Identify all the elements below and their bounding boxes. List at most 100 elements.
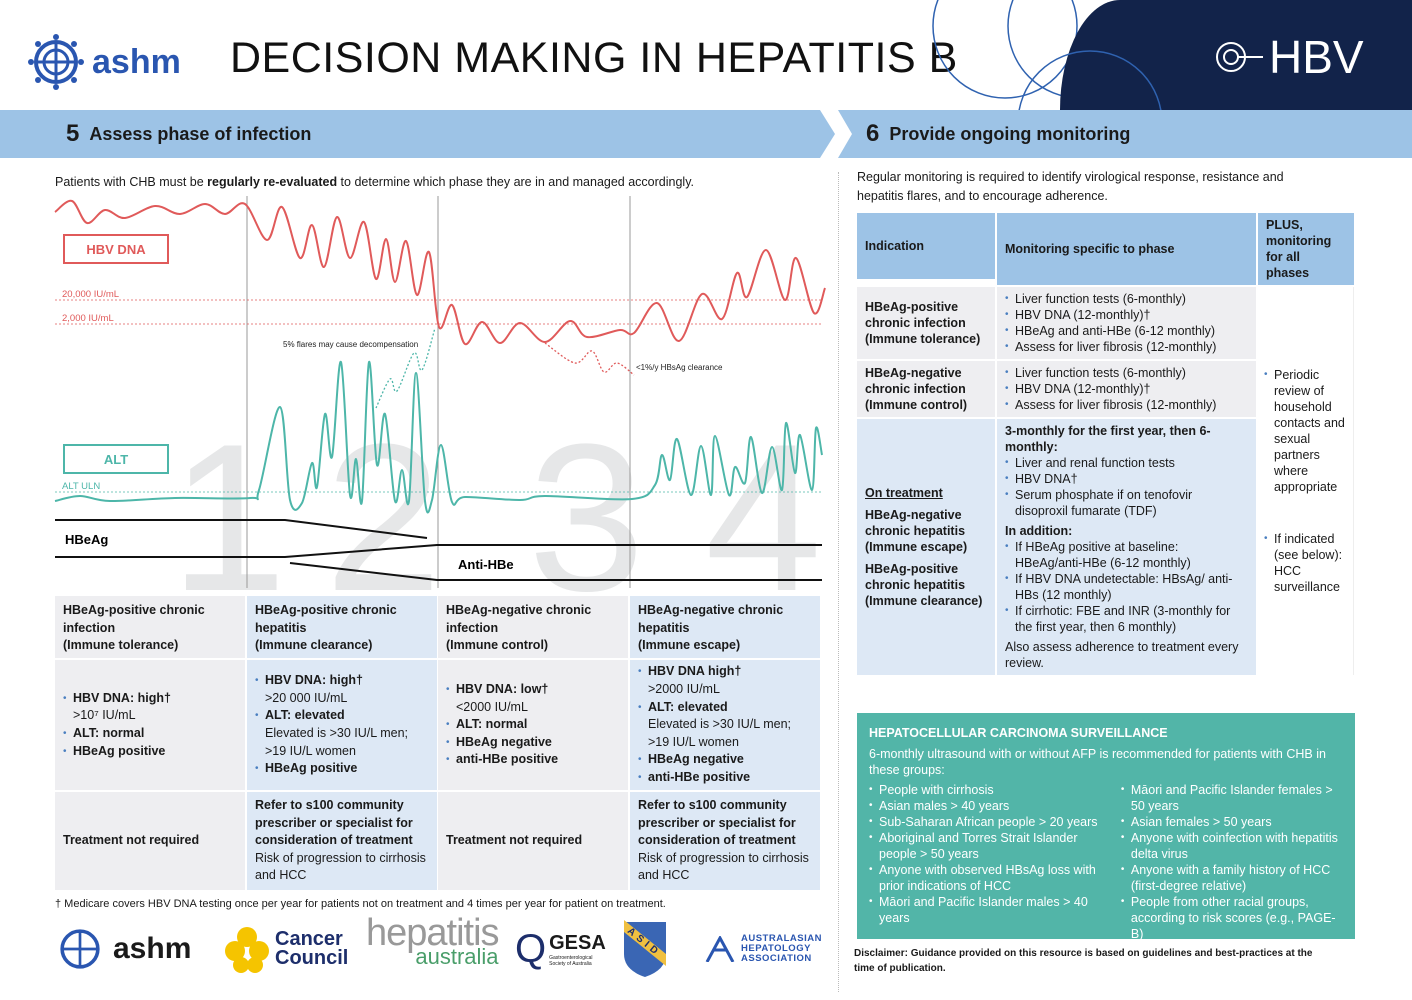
criteria-item: ALT: normal (63, 725, 171, 743)
australia-text: australia (415, 944, 499, 969)
label-2000: 2,000 IU/mL (62, 313, 114, 324)
list-item: Serum phosphate if on tenofovir disoprox… (1005, 487, 1248, 519)
phase-treatment: Treatment not required (438, 792, 628, 890)
footnote: † Medicare covers HBV DNA testing once p… (55, 898, 666, 910)
antihbe-band-bottom (289, 562, 822, 581)
brand-panel (1060, 0, 1412, 110)
section5-intro: Patients with CHB must be regularly re-e… (55, 175, 695, 189)
indication-immune-clearance: HBeAg-positive chronic hepatitis (Immune… (865, 562, 983, 608)
hepatitis-text: hepatitis (366, 912, 500, 954)
asid-shield-icon (624, 920, 666, 977)
gesa-text: GESA (549, 931, 606, 954)
list-item: If HBeAg positive at baseline: HBeAg/ant… (1005, 539, 1248, 571)
hbv-dna-curve (54, 199, 826, 346)
header-monitoring: Monitoring specific to phase (997, 213, 1256, 285)
council-text: Council (275, 947, 349, 969)
phase-title: HBeAg-negative chronic hepatitis (Immune … (630, 596, 820, 658)
list-item: People with cirrhosis (869, 782, 1111, 798)
list-item: Sub-Saharan African people > 20 years (869, 814, 1111, 830)
alt-curve (54, 360, 823, 514)
hcc-title: HEPATOCELLULAR CARCINOMA SURVEILLANCE (869, 726, 1168, 740)
gesa-logo: Q GESA Gastroenterological Society of Aust… (515, 918, 606, 980)
section6-intro: Regular monitoring is required to identi… (857, 170, 1284, 203)
list-item: If HBV DNA undetectable: HBsAg/ anti-HBs… (1005, 571, 1248, 603)
hcc-surveillance-box: HEPATOCELLULAR CARCINOMA SURVEILLANCE 6-… (857, 713, 1355, 942)
hbeag-band-bottom (55, 544, 822, 558)
antihbe-label: Anti-HBe (458, 557, 514, 572)
header-all-phases: PLUS, monitoring for all phases (1258, 213, 1354, 285)
list-item: If cirrhotic: FBE and INR (3-monthly for… (1005, 603, 1248, 635)
page-title: DECISION MAKING IN HEPATITIS B (230, 34, 958, 82)
phase-treatment: Treatment not required (55, 792, 245, 890)
criteria-item: HBV DNA: low†<2000 IU/mL (446, 681, 558, 716)
criteria-item: HBV DNA: high†>10⁷ IU/mL (63, 690, 171, 725)
list-item: If indicated (see below): HCC surveillan… (1264, 531, 1347, 595)
section-title: Provide ongoing monitoring (889, 123, 1131, 144)
flare-note: 5% flares may cause decompensation (283, 340, 418, 349)
on-treatment-label: On treatment (865, 486, 943, 500)
criteria-item: HBeAg positive (63, 743, 171, 761)
phase-title: HBeAg-positive chronic hepatitis (Immune … (247, 596, 437, 658)
cancer-text: Cancer (275, 928, 343, 950)
hepatitis-australia-logo: hepatitis australia (366, 912, 500, 980)
clearance-note: <1%/y HBsAg clearance (636, 363, 723, 372)
gesa-mark-icon: Q (515, 926, 547, 971)
label-20000: 20,000 IU/mL (62, 289, 119, 300)
ashm-logo: ashm (28, 34, 181, 90)
monitoring-immune-tolerance: Liver function tests (6-monthly)HBV DNA … (997, 287, 1256, 359)
indication-on-treatment: On treatment HBeAg-negative chronic hepa… (857, 419, 995, 675)
header-indication: Indication (857, 213, 995, 279)
hbv-logo-icon (1216, 42, 1263, 72)
section5-header: 5 Assess phase of infection (0, 110, 835, 158)
ashm-wordmark: ashm (92, 42, 181, 81)
phase-diagram: 1 2 3 4 20,000 IU/mL 2,000 IU/mL ALT ULN… (54, 196, 826, 600)
list-item: Anyone with coinfection with hepatitis d… (1121, 830, 1343, 862)
criteria-item: HBV DNA: high†>20 000 IU/mL (255, 672, 429, 707)
decorative-circle (1018, 50, 1162, 110)
phase-number: 1 (170, 400, 287, 600)
monitoring-all-phases: Periodic review of household contacts an… (1258, 287, 1354, 675)
alt-label: ALT (104, 452, 128, 467)
criteria-item: anti-HBe positive (446, 751, 558, 769)
flare-curve (375, 327, 436, 409)
list-item: HBeAg and anti-HBe (6-12 monthly) (1005, 323, 1248, 339)
in-addition-label: In addition: (1005, 524, 1073, 538)
list-item: Māori and Pacific Islander males > 40 ye… (869, 894, 1111, 926)
hcc-intro: 6-monthly ultrasound with or without AFP… (869, 747, 1326, 777)
indication-immune-escape: HBeAg-negative chronic hepatitis (Immune… (865, 508, 968, 554)
criteria-item: HBV DNA high†>2000 IU/mL (638, 663, 812, 698)
list-item: Liver function tests (6-monthly) (1005, 365, 1248, 381)
aha-icon (705, 936, 735, 962)
aha-text: AUSTRALASIAN HEPATOLOGY ASSOCIATION (741, 933, 822, 964)
section-number: 5 (66, 120, 80, 147)
list-item: People from other racial groups, accordi… (1121, 894, 1343, 942)
list-item: HBV DNA (12-monthly)† (1005, 307, 1248, 323)
criteria-item: HBeAg negative (638, 751, 812, 769)
daffodil-icon (225, 927, 269, 973)
list-item: Asian females > 50 years (1121, 814, 1343, 830)
hbv-dna-label: HBV DNA (86, 242, 146, 257)
phase-treatment: Refer to s100 community prescriber or sp… (247, 792, 437, 890)
phase-title: HBeAg-negative chronic infection (Immune … (438, 596, 628, 658)
criteria-item: HBeAg positive (255, 760, 429, 778)
list-item: Asian males > 40 years (869, 798, 1111, 814)
phase-treatment: Refer to s100 community prescriber or sp… (630, 792, 820, 890)
alt-legend-box (63, 444, 169, 474)
adherence-note: Also assess adherence to treatment every… (1005, 640, 1239, 670)
list-item: Māori and Pacific Islander females > 50 … (1121, 782, 1343, 814)
criteria-item: HBeAg negative (446, 734, 558, 752)
section-title: Assess phase of infection (89, 123, 312, 144)
hbeag-band-top (55, 519, 428, 539)
list-item: Assess for liver fibrosis (12-monthly) (1005, 339, 1248, 355)
list-item: Assess for liver fibrosis (12-monthly) (1005, 397, 1248, 413)
section-number: 6 (866, 120, 880, 147)
phase-number: 4 (705, 400, 822, 600)
indication-immune-control: HBeAg-negative chronic infection (Immune… (857, 361, 995, 417)
monitoring-table: Indication Monitoring specific to phase … (857, 213, 1354, 675)
